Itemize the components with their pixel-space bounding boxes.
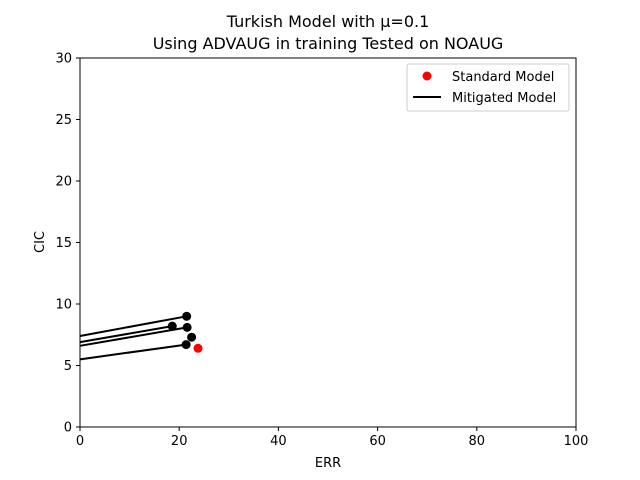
y-axis-ticks: 0 5 10 15 20 25 30 (55, 52, 80, 436)
legend: Standard Model Mitigated Model (406, 63, 570, 112)
y-tick-label: 20 (55, 175, 72, 190)
y-tick-label: 25 (55, 113, 72, 128)
marks-layer (79, 311, 203, 361)
mitigated-model-line (79, 326, 188, 347)
mitigated-model-point (182, 322, 192, 332)
legend-label-mitigated-model: Mitigated Model (452, 91, 556, 106)
legend-label-standard-model: Standard Model (452, 70, 554, 85)
mitigated-model-point (182, 311, 192, 321)
mitigated-model-line (79, 315, 187, 337)
legend-marker-standard-model (422, 71, 432, 81)
y-tick-label: 30 (55, 52, 72, 67)
y-tick-label: 5 (64, 359, 72, 374)
mitigated-model-point (187, 332, 197, 342)
y-axis-label: CIC (33, 231, 48, 253)
chart-title: Turkish Model with μ=0.1 (226, 12, 430, 31)
x-tick-label: 100 (564, 434, 589, 449)
y-tick-label: 10 (55, 298, 72, 313)
x-tick-label: 0 (76, 434, 84, 449)
standard-model-point (193, 343, 203, 353)
x-tick-label: 60 (369, 434, 386, 449)
y-tick-label: 0 (64, 421, 72, 436)
mitigated-model-point (181, 340, 191, 350)
x-axis-label: ERR (315, 456, 341, 471)
mitigated-model-point (167, 321, 177, 331)
y-tick-label: 15 (55, 236, 72, 251)
legend-box (406, 63, 570, 112)
x-tick-label: 80 (469, 434, 486, 449)
chart-subtitle: Using ADVAUG in training Tested on NOAUG (153, 34, 504, 53)
x-tick-label: 20 (171, 434, 188, 449)
x-tick-label: 40 (270, 434, 287, 449)
mitigated-model-line (79, 343, 187, 361)
x-axis-ticks: 0 20 40 60 80 100 (76, 427, 589, 449)
mitigated-model-line (79, 325, 173, 344)
